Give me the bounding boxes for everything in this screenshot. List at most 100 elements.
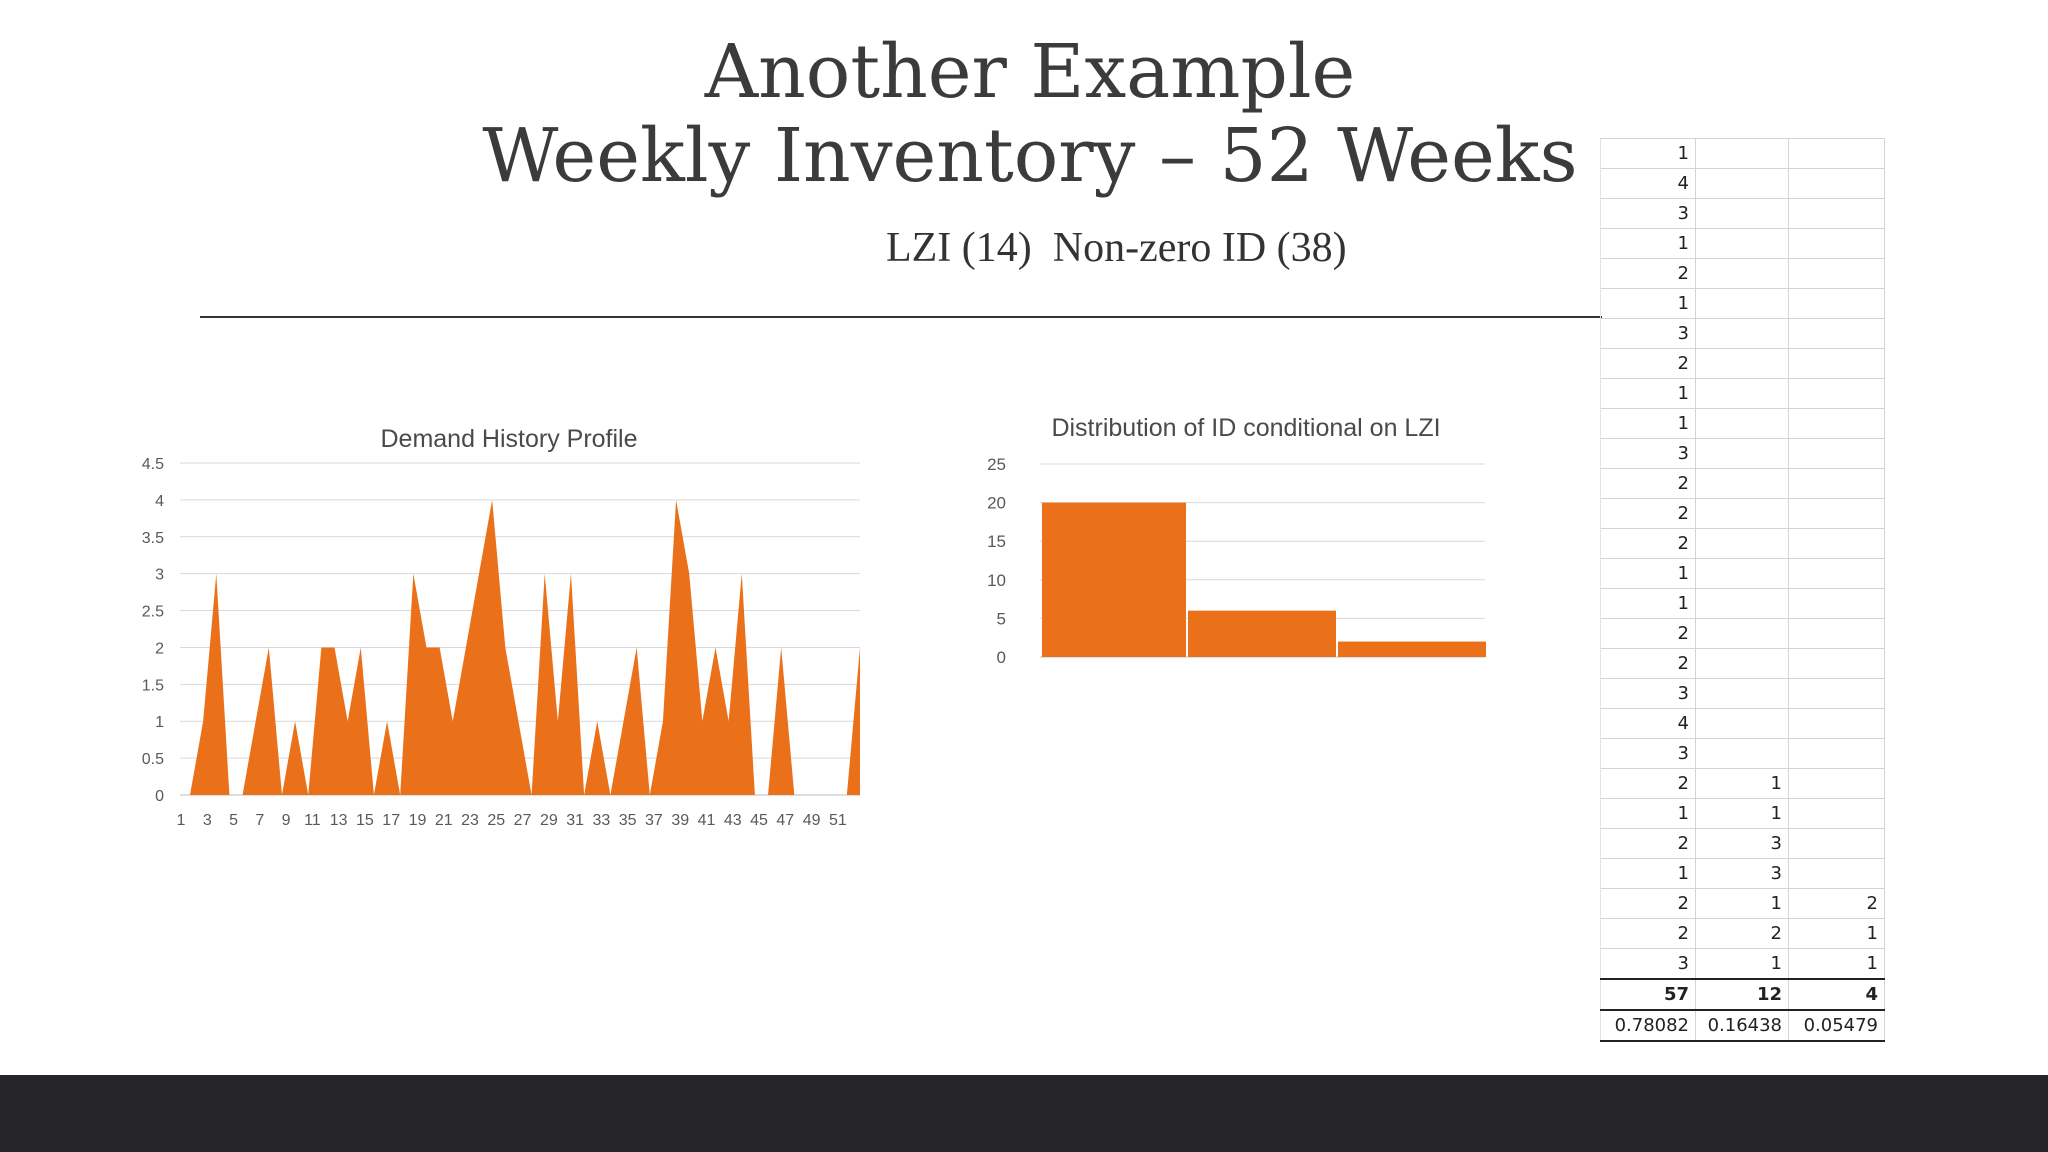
table-row: 3 (1600, 738, 1885, 769)
table-row: 2 (1600, 468, 1885, 499)
table-cell: 2 (1600, 888, 1696, 919)
table-cell (1695, 168, 1789, 199)
table-cell: 3 (1695, 858, 1789, 889)
table-cell: 1 (1600, 858, 1696, 889)
table-cell: 1 (1600, 558, 1696, 589)
y-tick-label: 5 (997, 609, 1006, 628)
table-row: 3 (1600, 318, 1885, 349)
x-tick-label: 15 (356, 812, 374, 829)
table-cell: 12 (1695, 978, 1789, 1010)
table-cell (1695, 498, 1789, 529)
x-tick-label: 17 (382, 812, 400, 829)
table-cell: 1 (1788, 918, 1885, 949)
table-cell: 3 (1600, 198, 1696, 229)
table-cell (1788, 528, 1885, 559)
totals-row: 57 12 4 (1600, 978, 1885, 1010)
table-cell (1788, 378, 1885, 409)
table-row: 2 (1600, 498, 1885, 529)
table-cell (1695, 468, 1789, 499)
x-tick-label: 3 (203, 812, 212, 829)
x-tick-label: 49 (803, 812, 821, 829)
y-tick-label: 2.5 (142, 604, 164, 621)
table-cell (1788, 468, 1885, 499)
table-cell (1695, 228, 1789, 259)
table-cell (1788, 588, 1885, 619)
table-cell: 1 (1600, 408, 1696, 439)
table-cell (1695, 708, 1789, 739)
x-tick-label: 11 (304, 812, 321, 829)
table-row: 1 (1600, 588, 1885, 619)
spreadsheet-table: 1 4 3 1 2 1 3 2 1 1 3 2 2 2 1 1 2 2 3 4 3 2 1 1 1 2 3 1 3 2 1 2 2 2 1 3 1 1 57… (1600, 138, 1885, 1042)
table-cell: 1 (1695, 768, 1789, 799)
table-cell (1788, 498, 1885, 529)
demand-area-series (190, 499, 860, 795)
table-cell: 0.78082 (1600, 1009, 1696, 1042)
title-line-2: Weekly Inventory – 52 Weeks (482, 113, 1578, 199)
table-cell: 3 (1600, 948, 1696, 979)
x-tick-label: 47 (776, 812, 794, 829)
table-row: 4 (1600, 168, 1885, 199)
histogram-bar (1188, 610, 1336, 657)
y-tick-label: 20 (987, 494, 1006, 513)
x-tick-label: 5 (229, 812, 238, 829)
y-tick-label: 25 (987, 455, 1006, 474)
table-cell: 2 (1695, 918, 1789, 949)
table-cell (1695, 138, 1789, 169)
x-tick-label: 23 (461, 812, 479, 829)
table-cell (1788, 408, 1885, 439)
table-row: 3 (1600, 438, 1885, 469)
table-cell (1788, 258, 1885, 289)
table-cell: 1 (1788, 948, 1885, 979)
x-tick-label: 13 (330, 812, 348, 829)
y-tick-label: 1.5 (142, 677, 164, 694)
y-tick-label: 4 (155, 493, 164, 510)
histogram-bar (1042, 502, 1186, 657)
table-row: 3 (1600, 678, 1885, 709)
y-tick-label: 0 (997, 648, 1006, 667)
table-cell (1695, 648, 1789, 679)
table-cell: 1 (1695, 948, 1789, 979)
table-cell: 2 (1600, 258, 1696, 289)
table-cell (1788, 348, 1885, 379)
x-tick-label: 35 (619, 812, 637, 829)
table-cell (1788, 618, 1885, 649)
table-cell: 2 (1600, 648, 1696, 679)
table-cell (1695, 408, 1789, 439)
y-tick-label: 3 (155, 567, 164, 584)
table-row: 1 (1600, 378, 1885, 409)
x-tick-label: 45 (750, 812, 768, 829)
y-tick-label: 3.5 (142, 530, 164, 547)
table-cell: 1 (1600, 588, 1696, 619)
x-tick-label: 7 (255, 812, 264, 829)
table-row: 2 (1600, 348, 1885, 379)
table-cell (1788, 438, 1885, 469)
table-cell (1695, 588, 1789, 619)
y-tick-label: 1 (155, 714, 164, 731)
demand-history-chart: Demand History Profile 0 0.5 1 1.5 2 2.5 3 3.5 4… (142, 425, 860, 829)
table-cell: 1 (1695, 888, 1789, 919)
table-cell: 3 (1600, 678, 1696, 709)
table-cell (1788, 828, 1885, 859)
title-divider (200, 316, 1602, 318)
table-cell (1788, 288, 1885, 319)
table-row: 1 (1600, 288, 1885, 319)
table-cell: 1 (1600, 378, 1696, 409)
demand-chart-title: Demand History Profile (380, 425, 637, 453)
table-row: 2 (1600, 618, 1885, 649)
footer-bar (0, 1075, 2048, 1152)
table-cell: 2 (1600, 528, 1696, 559)
table-cell: 1 (1600, 288, 1696, 319)
table-cell (1788, 228, 1885, 259)
table-cell: 2 (1600, 768, 1696, 799)
table-row: 2 (1600, 258, 1885, 289)
table-cell (1788, 198, 1885, 229)
table-row: 1 (1600, 408, 1885, 439)
table-cell: 2 (1600, 618, 1696, 649)
table-cell: 0.05479 (1788, 1009, 1885, 1042)
table-cell (1788, 768, 1885, 799)
